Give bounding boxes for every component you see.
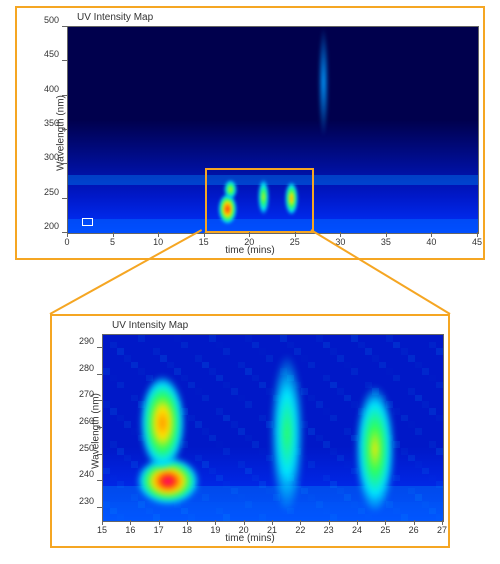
- x-tick-label: 15: [199, 237, 209, 260]
- intensity-band: [103, 502, 443, 521]
- x-tick-label: 24: [352, 525, 362, 548]
- y-tick-label: 290: [79, 336, 94, 346]
- y-tick-label: 500: [44, 15, 59, 25]
- intensity-peak: [140, 375, 185, 471]
- y-tick-label: 300: [44, 152, 59, 162]
- intensity-peak: [355, 385, 395, 513]
- x-tick-label: 18: [182, 525, 192, 548]
- selection-marker: [82, 218, 93, 226]
- x-tick-label: 23: [324, 525, 334, 548]
- y-tick-label: 200: [44, 221, 59, 231]
- x-tick-label: 26: [409, 525, 419, 548]
- intensity-peak: [270, 354, 304, 513]
- y-tick-label: 450: [44, 49, 59, 59]
- y-tick-label: 400: [44, 84, 59, 94]
- x-tick-label: 45: [472, 237, 482, 260]
- x-tick-label: 17: [154, 525, 164, 548]
- bottom-y-axis-label: Wavelength (nm): [90, 393, 101, 469]
- x-tick-label: 10: [153, 237, 163, 260]
- bottom-heatmap-plot: [102, 334, 444, 522]
- x-tick-label: 19: [210, 525, 220, 548]
- bottom-panel-title: UV Intensity Map: [112, 320, 188, 331]
- x-tick-label: 22: [295, 525, 305, 548]
- x-tick-label: 40: [426, 237, 436, 260]
- y-tick-label: 240: [79, 469, 94, 479]
- y-tick-label: 250: [44, 187, 59, 197]
- uv-map-zoom-panel: UV Intensity Map Wavelength (nm) time (m…: [50, 314, 450, 548]
- x-tick-label: 5: [110, 237, 115, 260]
- x-tick-label: 0: [64, 237, 69, 260]
- top-heatmap-plot: [67, 26, 479, 234]
- x-tick-label: 35: [381, 237, 391, 260]
- uv-map-top-panel: UV Intensity Map Wavelength (nm) time (m…: [15, 6, 485, 260]
- x-tick-label: 25: [380, 525, 390, 548]
- y-tick-label: 250: [79, 443, 94, 453]
- y-tick-label: 260: [79, 416, 94, 426]
- x-tick-label: 20: [244, 237, 254, 260]
- intensity-peak: [318, 27, 329, 137]
- x-tick-label: 30: [335, 237, 345, 260]
- zoom-region-rect: [205, 168, 314, 233]
- y-tick-label: 280: [79, 363, 94, 373]
- x-tick-label: 16: [125, 525, 135, 548]
- x-tick-label: 27: [437, 525, 447, 548]
- y-tick-label: 270: [79, 389, 94, 399]
- y-tick-label: 230: [79, 496, 94, 506]
- x-tick-label: 25: [290, 237, 300, 260]
- x-tick-label: 21: [267, 525, 277, 548]
- top-panel-title: UV Intensity Map: [77, 12, 153, 23]
- x-tick-label: 15: [97, 525, 107, 548]
- x-tick-label: 20: [239, 525, 249, 548]
- y-tick-label: 350: [44, 118, 59, 128]
